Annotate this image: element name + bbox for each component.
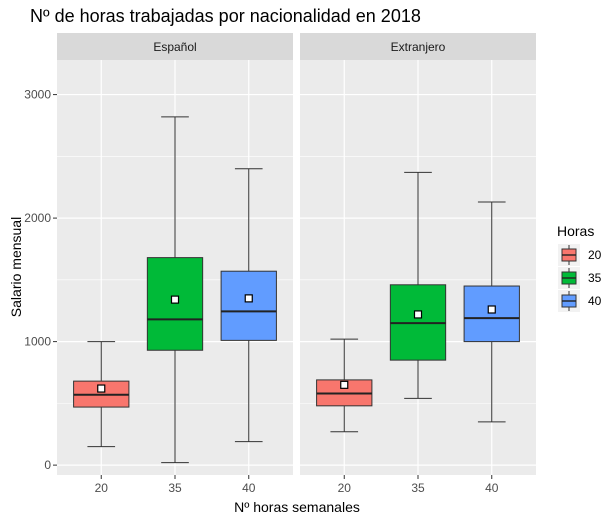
legend-label: 40: [588, 294, 602, 308]
legend-label: 20: [588, 248, 602, 262]
legend-label: 35: [588, 271, 602, 285]
facet-strip-label: Extranjero: [391, 40, 446, 54]
mean-marker: [487, 305, 496, 314]
chart-title: Nº de horas trabajadas por nacionalidad …: [30, 6, 421, 26]
box-body: [463, 285, 520, 343]
mean-marker: [170, 295, 180, 304]
y-axis: 0 1000 2000 3000: [24, 88, 57, 472]
box-40: [463, 201, 520, 423]
mean-marker: [97, 384, 106, 393]
box-20: [73, 341, 130, 448]
x-tick-label: 35: [411, 481, 425, 495]
legend-item-35: 35: [558, 267, 602, 289]
legend: Horas 20 35 40: [557, 223, 602, 312]
x-axis-title: Nº horas semanales: [234, 499, 360, 515]
box-40: [220, 168, 277, 443]
y-tick-label: 1000: [24, 335, 51, 349]
x-tick-label: 40: [242, 481, 256, 495]
box-body: [146, 257, 204, 351]
x-tick-label: 20: [95, 481, 109, 495]
box-35: [146, 116, 204, 464]
legend-title: Horas: [557, 223, 594, 239]
facet-panel: Español: [57, 33, 293, 475]
x-tick-label: 40: [485, 481, 499, 495]
facet-strip: [57, 33, 293, 60]
facet-panel: Extranjero: [300, 33, 536, 475]
legend-item-40: 40: [558, 290, 602, 312]
y-tick-label: 0: [44, 458, 51, 472]
mean-marker: [340, 380, 349, 389]
x-axis: 20 35 40 20 35 40: [95, 475, 499, 495]
mean-marker: [413, 310, 423, 319]
y-axis-title: Salario mensual: [8, 217, 24, 317]
box-body: [220, 270, 277, 341]
facet-strip-label: Español: [153, 40, 196, 54]
box-20: [316, 338, 373, 433]
y-tick-label: 2000: [24, 211, 51, 225]
x-tick-label: 20: [338, 481, 352, 495]
box-35: [389, 171, 447, 399]
facet-strip: [300, 33, 536, 60]
legend-item-20: 20: [558, 244, 602, 266]
mean-marker: [244, 294, 253, 303]
y-tick-label: 3000: [24, 88, 51, 102]
facet-panels: Español Extranjero: [57, 33, 536, 475]
x-tick-label: 35: [168, 481, 182, 495]
